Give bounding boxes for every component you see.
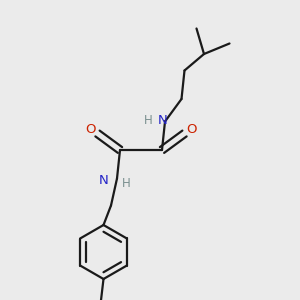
Text: H: H — [144, 113, 153, 127]
Text: O: O — [187, 123, 197, 136]
Text: N: N — [99, 174, 109, 188]
Text: H: H — [122, 177, 131, 190]
Text: O: O — [85, 123, 95, 136]
Text: N: N — [158, 113, 167, 127]
